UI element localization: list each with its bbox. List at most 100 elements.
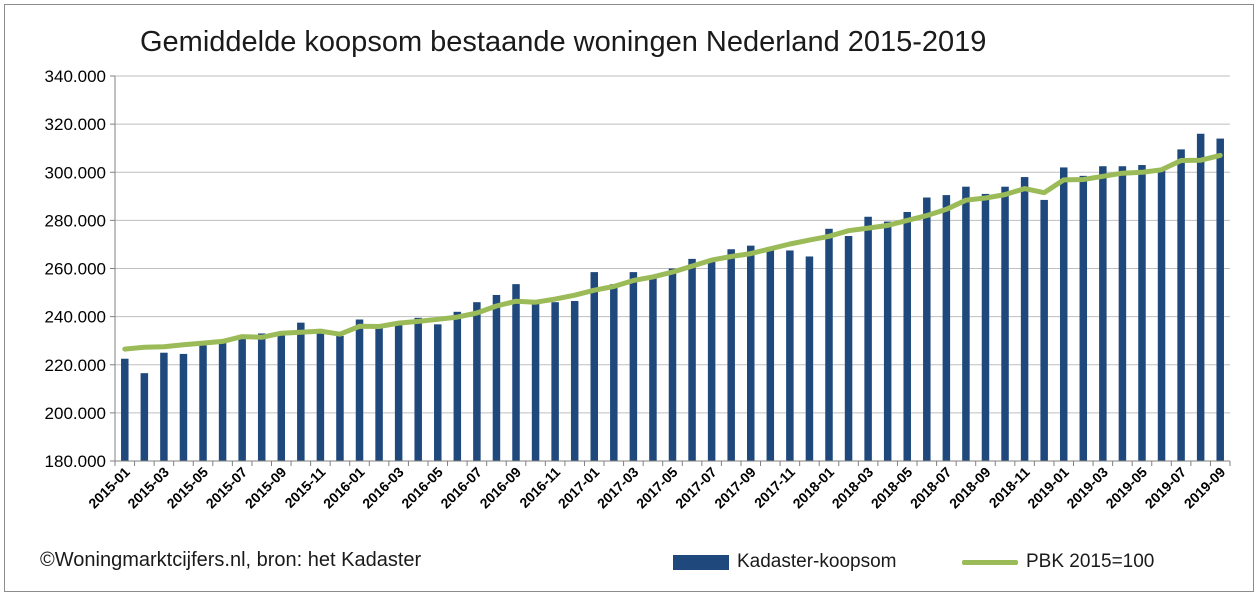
x-tick-label: 2019-05 <box>1102 464 1150 512</box>
bar-2017-09 <box>746 245 755 461</box>
line-pbk <box>122 152 1223 352</box>
x-tick-label: 2016-09 <box>476 464 524 512</box>
x-tick-label: 2017-01 <box>555 464 603 512</box>
x-tick-label: 2016-01 <box>320 464 368 512</box>
bar-2016-07 <box>473 302 481 461</box>
x-tick-label: 2019-07 <box>1142 464 1190 512</box>
bar-2016-05 <box>434 324 442 461</box>
bar-2019-09 <box>1216 138 1224 461</box>
bar-2015-08 <box>257 333 266 461</box>
bar-2015-10 <box>297 322 305 461</box>
bar-2015-07 <box>238 335 246 461</box>
x-tick-label: 2016-07 <box>437 464 485 512</box>
x-tick-label: 2019-01 <box>1024 464 1072 512</box>
bar-2017-12 <box>805 256 814 461</box>
axes <box>110 75 1231 466</box>
y-tick-label: 180.000 <box>45 452 106 471</box>
bar-2015-04 <box>179 353 188 461</box>
bar-2017-10 <box>766 247 775 461</box>
bar-2018-04 <box>883 221 892 461</box>
x-tick-label: 2018-03 <box>829 464 877 512</box>
bar-2017-01 <box>590 272 599 461</box>
bar-2016-09 <box>512 284 520 461</box>
y-tick-label: 300.000 <box>45 163 106 182</box>
bar-2017-11 <box>786 250 794 461</box>
legend-swatch-bar <box>673 554 729 570</box>
bar-2019-08 <box>1196 133 1205 461</box>
bar-2016-08 <box>492 294 501 461</box>
bar-2015-06 <box>218 343 227 461</box>
chart-title: Gemiddelde koopsom bestaande woningen Ne… <box>140 26 987 58</box>
source-credit: ©Woningmarktcijfers.nl, bron: het Kadast… <box>40 549 422 571</box>
bar-2018-02 <box>844 236 853 461</box>
x-tick-label: 2017-11 <box>751 464 798 511</box>
legend-item-kadaster: Kadaster-koopsom <box>673 551 896 573</box>
bar-2017-04 <box>649 276 657 461</box>
x-tick-label: 2018-07 <box>907 464 955 512</box>
x-tick-label: 2019-09 <box>1181 464 1229 512</box>
x-tick-label: 2018-09 <box>946 464 994 512</box>
bar-2018-11 <box>1020 177 1029 461</box>
x-tick-label: 2019-03 <box>1063 464 1111 512</box>
bar-2016-04 <box>414 317 422 461</box>
x-tick-label: 2018-01 <box>789 464 837 512</box>
y-tick-label: 240.000 <box>45 308 106 327</box>
bar-2017-07 <box>707 260 716 461</box>
pbk-line <box>122 152 1223 352</box>
bar-2018-05 <box>903 211 911 461</box>
bar-2018-06 <box>923 197 931 461</box>
bar-2017-06 <box>688 258 696 461</box>
x-tick-label: 2015-05 <box>163 464 211 512</box>
bar-2019-06 <box>1157 169 1166 461</box>
bar-2018-07 <box>942 195 951 461</box>
bar-2019-01 <box>1059 167 1068 461</box>
bar-2017-02 <box>610 284 618 461</box>
bar-2015-12 <box>336 335 344 461</box>
y-tick-label: 320.000 <box>45 115 106 134</box>
bar-2018-08 <box>962 186 970 461</box>
bar-2018-09 <box>981 193 990 461</box>
bar-2016-03 <box>394 325 403 461</box>
bar-2016-01 <box>355 319 364 461</box>
legend-label-kadaster: Kadaster-koopsom <box>737 551 897 572</box>
y-tick-label: 280.000 <box>45 211 106 230</box>
bar-2019-02 <box>1079 175 1088 461</box>
x-tick-label: 2016-03 <box>359 464 407 512</box>
x-tick-label: 2016-11 <box>516 464 563 511</box>
bar-2016-06 <box>453 311 462 461</box>
x-tick-label: 2017-09 <box>711 464 759 512</box>
bar-2015-01 <box>121 358 129 461</box>
bar-2019-07 <box>1177 149 1185 461</box>
bar-2017-03 <box>629 272 638 461</box>
bar-2015-09 <box>277 334 286 461</box>
y-tick-label: 220.000 <box>45 356 106 375</box>
bar-2017-05 <box>668 268 677 461</box>
legend-swatch-line <box>962 559 1018 565</box>
bar-2015-05 <box>199 345 207 461</box>
bar-2016-11 <box>551 302 559 461</box>
bar-2016-12 <box>570 300 579 461</box>
y-tick-labels: 180.000 200.000 220.000 240.000 260.000 280.0… <box>45 67 106 471</box>
bar-2016-02 <box>375 327 383 461</box>
legend-label-pbk: PBK 2015=100 <box>1026 551 1155 572</box>
x-tick-label: 2018-05 <box>868 464 916 512</box>
x-tick-label: 2015-09 <box>242 464 290 512</box>
x-tick-labels: 2015-012015-032015-052015-072015-092015-… <box>85 464 1228 512</box>
bar-2019-03 <box>1099 166 1107 461</box>
x-tick-label: 2016-05 <box>398 464 446 512</box>
bar-2015-03 <box>160 352 168 461</box>
bars-kadaster-koopsom <box>121 133 1224 461</box>
x-tick-label: 2015-11 <box>281 464 328 511</box>
bar-2015-11 <box>316 333 325 461</box>
bar-2016-10 <box>531 302 540 461</box>
bar-2018-03 <box>864 216 872 461</box>
bar-2018-01 <box>825 228 833 461</box>
x-tick-label: 2015-07 <box>203 464 251 512</box>
x-tick-label: 2015-03 <box>124 464 172 512</box>
bar-2018-10 <box>1001 186 1009 461</box>
bar-2015-02 <box>140 373 149 461</box>
bar-2017-08 <box>727 249 735 461</box>
bar-2019-05 <box>1138 165 1146 461</box>
y-tick-label: 260.000 <box>45 260 106 279</box>
